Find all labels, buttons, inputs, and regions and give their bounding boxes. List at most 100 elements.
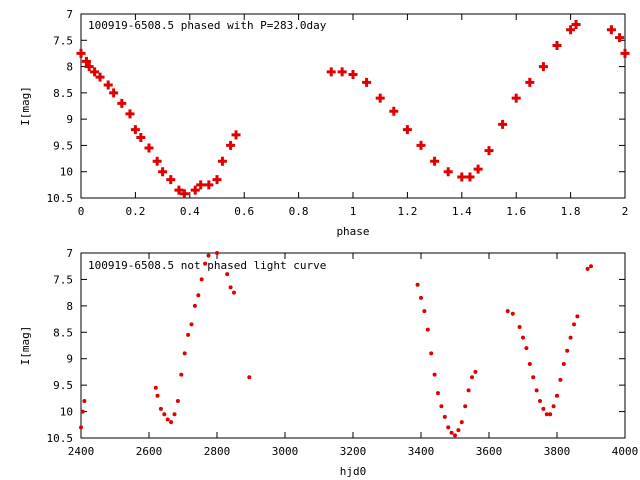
y-tick-label: 8.5 [53, 326, 73, 339]
data-point [226, 140, 236, 150]
y-tick-label: 10.5 [47, 432, 74, 445]
data-point [449, 430, 454, 435]
data-point [217, 156, 227, 166]
data-point [215, 251, 219, 255]
x-tick-label: 0.2 [125, 205, 145, 218]
x-tick-label: 0.8 [289, 205, 309, 218]
x-tick-label: 1.8 [561, 205, 581, 218]
data-point [463, 404, 468, 409]
data-point [117, 98, 127, 108]
data-point [130, 125, 140, 135]
x-tick-label: 0.4 [180, 205, 200, 218]
data-point [521, 335, 525, 340]
data-point [443, 167, 453, 177]
x-tick-label: 4000 [612, 445, 639, 458]
x-tick-label: 2 [622, 205, 629, 218]
y-tick-label: 8 [66, 300, 73, 313]
data-point [190, 185, 200, 195]
data-point [166, 175, 176, 185]
data-point [436, 391, 440, 396]
y-tick-label: 9 [66, 353, 73, 366]
data-point [456, 428, 461, 433]
x-axis-label: phase [336, 225, 369, 238]
data-point [525, 77, 535, 87]
x-tick-label: 2800 [204, 445, 231, 458]
data-point [425, 327, 430, 332]
y-tick-label: 8.5 [53, 87, 73, 100]
data-point [175, 399, 180, 403]
data-point [544, 412, 549, 417]
y-tick-label: 7 [66, 247, 73, 260]
data-point [606, 25, 616, 35]
data-point [179, 189, 189, 199]
data-point [155, 393, 160, 398]
data-point [169, 420, 174, 425]
y-tick-label: 7.5 [53, 34, 73, 47]
data-point [572, 322, 576, 327]
x-tick-label: 3800 [544, 445, 571, 458]
data-point [337, 67, 347, 77]
data-point [457, 172, 467, 182]
data-point [326, 67, 336, 77]
x-tick-label: 1 [350, 205, 357, 218]
y-tick-label: 7 [66, 8, 73, 21]
data-point [505, 309, 510, 314]
data-point [144, 143, 154, 153]
data-point [125, 109, 135, 119]
data-point [402, 125, 412, 135]
x-tick-label: 1.6 [506, 205, 526, 218]
data-point [389, 106, 399, 116]
data-point [231, 130, 241, 140]
data-point [196, 293, 201, 298]
data-point [232, 290, 236, 295]
data-point [470, 375, 474, 380]
data-point [179, 372, 184, 377]
data-point [498, 119, 508, 129]
data-point [484, 146, 494, 156]
data-point [204, 180, 214, 190]
data-point [531, 375, 536, 380]
data-point [548, 412, 553, 417]
data-point [430, 156, 440, 166]
x-tick-label: 1.2 [397, 205, 417, 218]
y-tick-label: 7.5 [53, 273, 73, 286]
x-tick-label: 3000 [272, 445, 299, 458]
data-point [375, 93, 385, 103]
data-point [90, 67, 100, 77]
data-point [565, 348, 570, 353]
data-point [153, 385, 158, 390]
data-point [571, 20, 581, 30]
data-point [473, 369, 478, 374]
data-point [103, 80, 113, 90]
data-point [589, 264, 593, 269]
data-point [561, 362, 566, 366]
y-tick-label: 10 [60, 166, 73, 179]
data-point [84, 62, 94, 72]
data-point [158, 406, 163, 411]
data-point [415, 282, 420, 287]
data-point [136, 133, 146, 143]
data-point [552, 41, 562, 51]
data-point [446, 425, 451, 430]
y-tick-label: 10 [60, 406, 73, 419]
x-axis-label: hjd0 [340, 465, 367, 478]
data-point [362, 77, 372, 87]
y-axis-label: I[mag] [19, 326, 32, 366]
data-point [566, 25, 576, 35]
data-point [82, 399, 87, 403]
data-point [511, 93, 521, 103]
data-point [419, 295, 423, 300]
x-tick-label: 0.6 [234, 205, 254, 218]
data-point [422, 309, 427, 314]
x-tick-label: 2400 [68, 445, 95, 458]
y-tick-label: 10.5 [47, 192, 74, 205]
data-point [172, 412, 177, 417]
data-point [196, 180, 206, 190]
data-point [80, 409, 85, 414]
data-point [79, 425, 83, 430]
data-point [568, 335, 573, 340]
data-point [524, 346, 529, 351]
data-point [459, 420, 464, 425]
